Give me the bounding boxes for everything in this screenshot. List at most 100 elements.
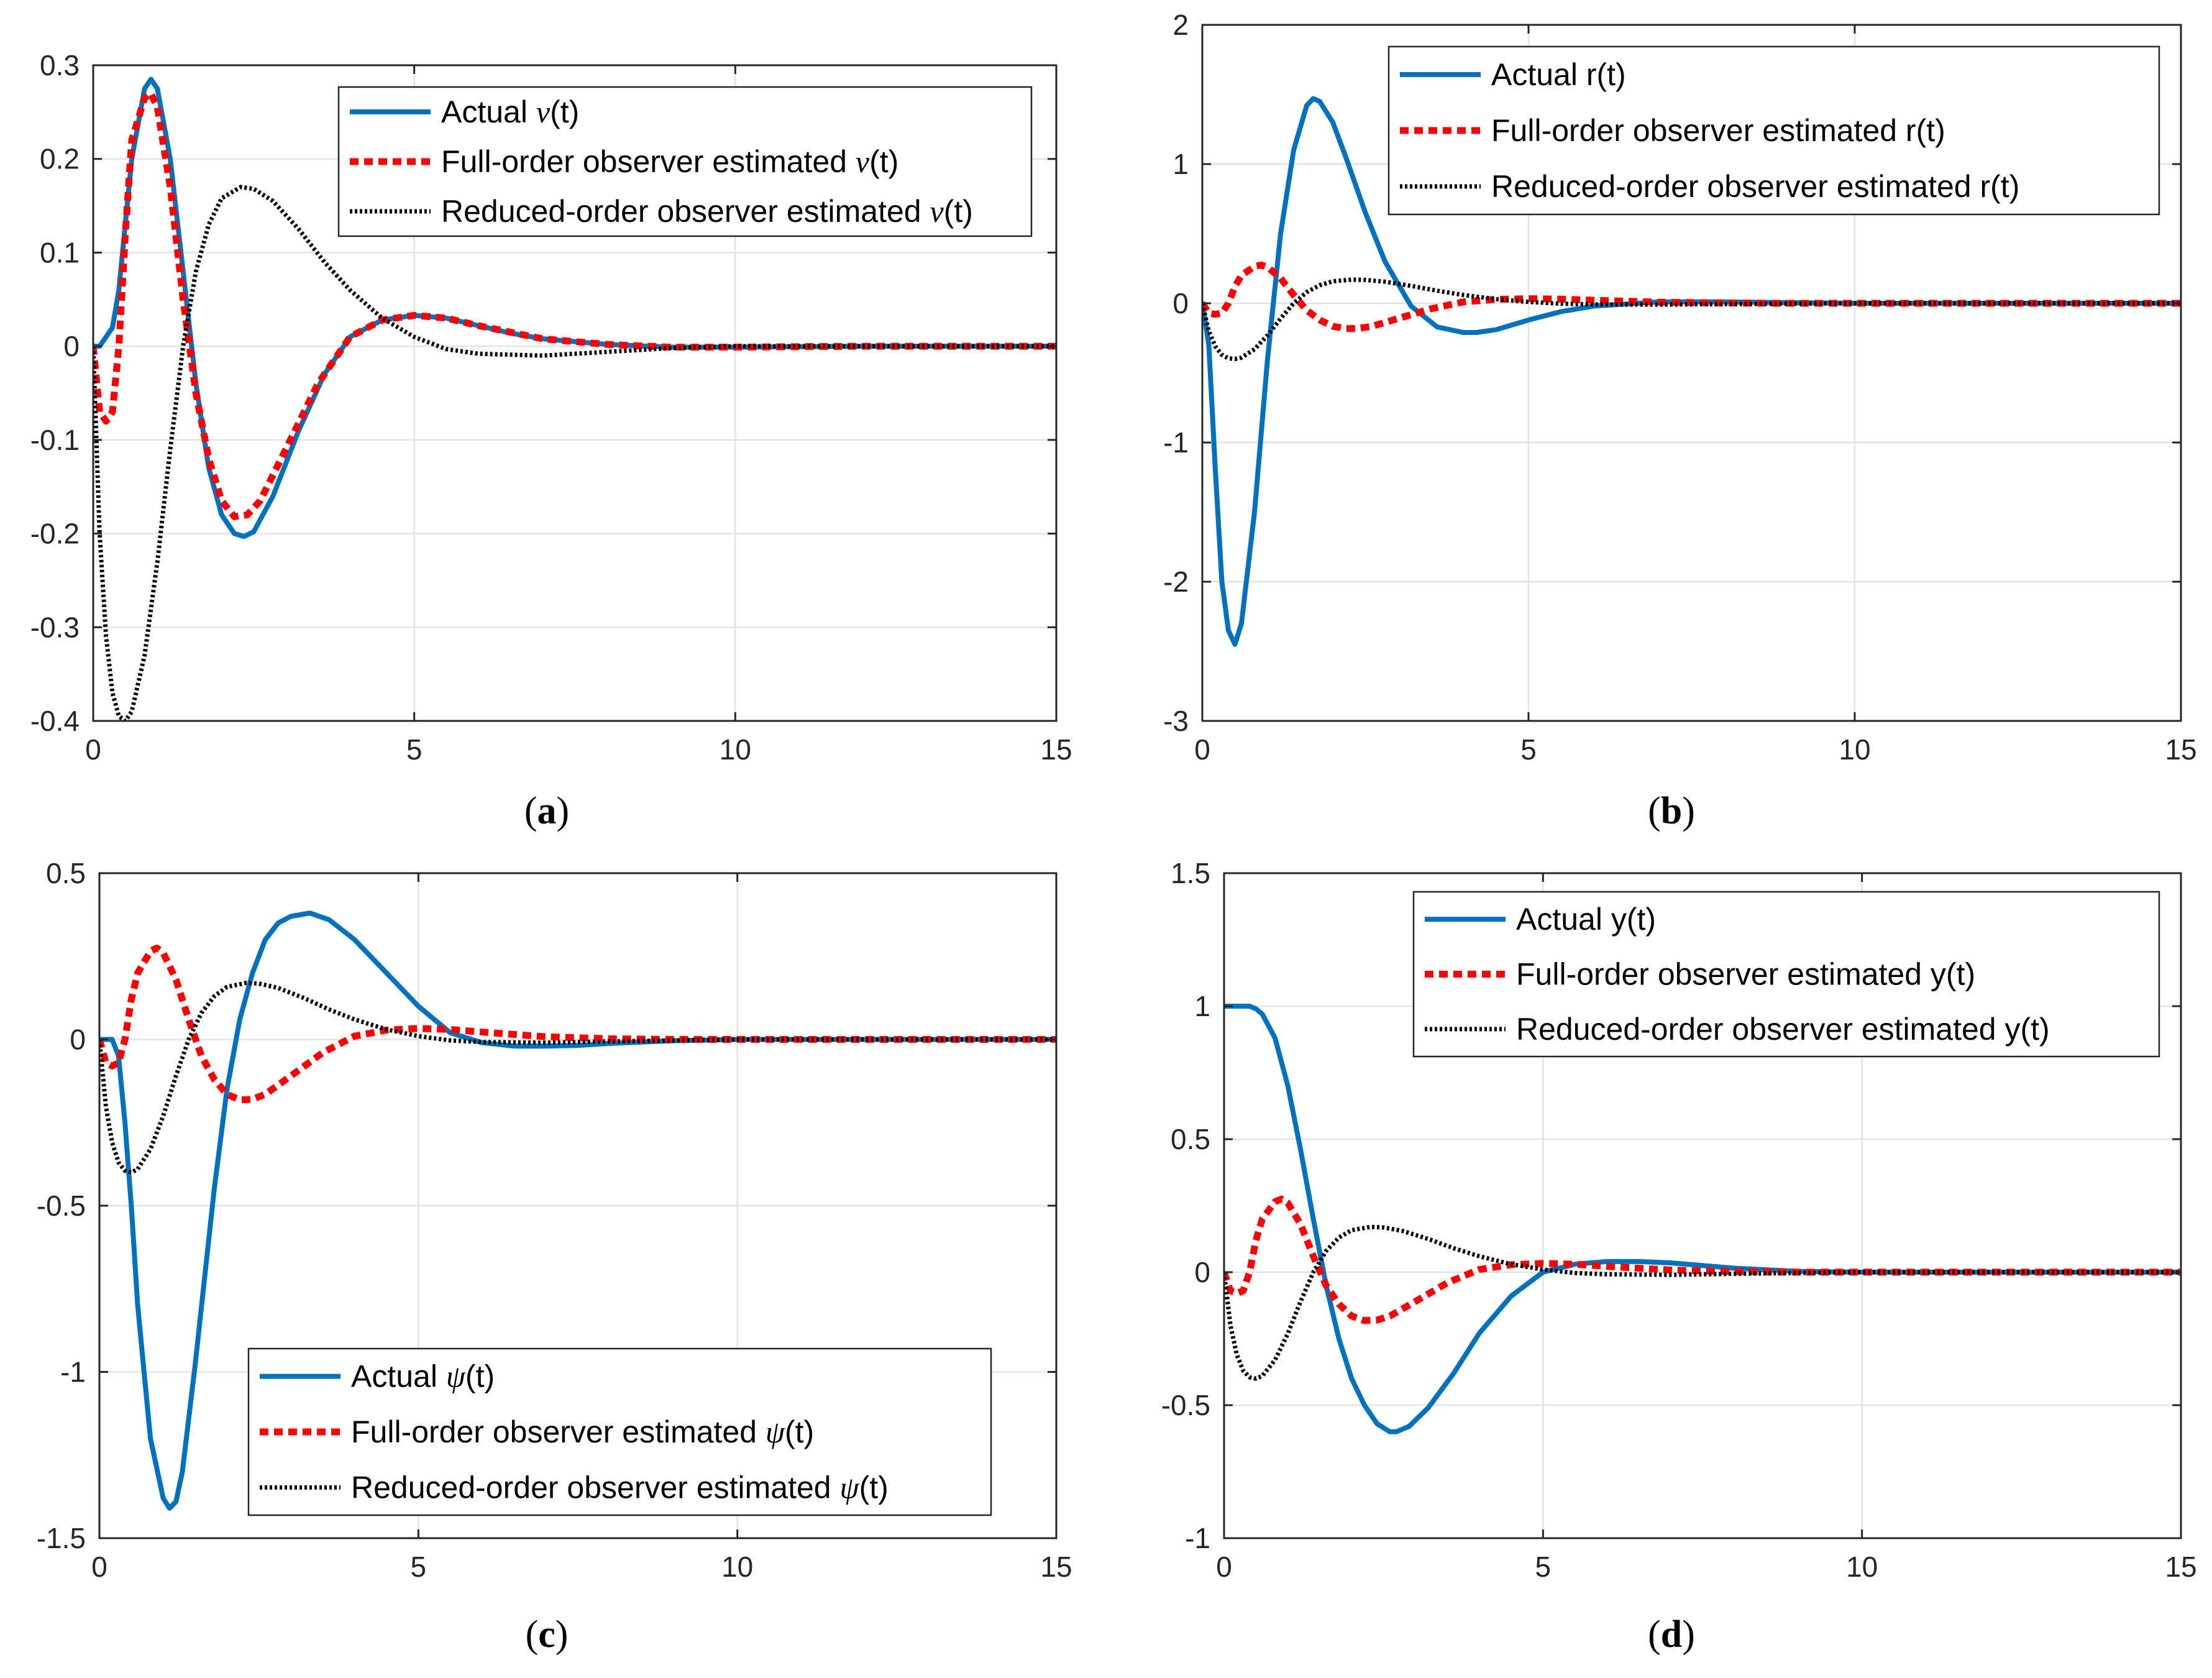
x-tick-label: 0: [85, 733, 101, 766]
legend-label-symbol: ψ: [840, 1470, 860, 1505]
legend-label-suffix: (t): [550, 94, 579, 129]
legend-label-symbol: ν: [856, 144, 870, 179]
legend-label-symbol: ψ: [766, 1414, 785, 1449]
legend-label: Actual ψ(t): [351, 1359, 495, 1394]
axes-box: [1223, 872, 2182, 1539]
x-tick-label: 10: [720, 733, 751, 766]
y-tick-label: -0.2: [30, 518, 80, 550]
x-tick-label: 5: [406, 733, 423, 766]
y-tick-label: -1: [1185, 1522, 1210, 1554]
legend-label-suffix: (t): [869, 144, 898, 179]
legend-label-prefix: Reduced-order observer estimated: [441, 194, 930, 229]
y-tick-label: 2: [1172, 9, 1189, 41]
y-tick-label: -1.5: [37, 1522, 86, 1554]
y-tick-label: -0.4: [30, 705, 80, 737]
caption-close: ): [1682, 1613, 1695, 1656]
y-tick-label: 0: [70, 1024, 86, 1056]
panel-b: 0 5 10 15 -3 -2 -1 0 1 2 Actual r(t) Full-order obs…: [1163, 9, 2196, 832]
legend-label-prefix: Full-order observer estimated: [441, 144, 856, 179]
caption-letter: d: [1661, 1613, 1682, 1656]
caption-close: ): [1682, 790, 1695, 832]
y-tick-label: 0: [1194, 1256, 1210, 1288]
caption-letter: a: [537, 790, 557, 832]
legend-label-prefix: Reduced-order observer estimated: [351, 1470, 840, 1505]
series-line-dashed: [99, 944, 1056, 1104]
y-tick-label: 1: [1194, 990, 1210, 1022]
legend-label-suffix: (t): [785, 1414, 814, 1449]
legend-box: [1387, 45, 2160, 216]
y-tick-label: -1: [1163, 426, 1189, 459]
panel-d: 0 5 10 15 -1 -0.5 0 0.5 1 1.5 Actual y(t) Full-orde…: [1161, 857, 2197, 1656]
legend-label: Actual y(t): [1516, 902, 1656, 937]
y-tick-label: 0.5: [1171, 1123, 1210, 1155]
x-tick-label: 15: [1040, 733, 1072, 766]
y-tick-label: -0.5: [1161, 1389, 1210, 1421]
series-line-solid: [1224, 1004, 2181, 1434]
legend-label-prefix: Actual: [351, 1359, 446, 1394]
legend-label-symbol: ν: [930, 194, 944, 229]
y-tick-label: -0.1: [30, 424, 80, 456]
x-tick-label: 15: [1040, 1551, 1072, 1583]
x-tick-label: 5: [411, 1551, 427, 1583]
caption-close: ): [557, 790, 570, 832]
legend-label-prefix: Reduced-order observer estimated r(t): [1491, 169, 2019, 204]
y-tick-label: 0: [1172, 287, 1189, 319]
panel-caption: (c): [526, 1613, 569, 1656]
series-group: [1202, 96, 2181, 647]
legend-label-prefix: Actual r(t): [1491, 57, 1626, 92]
y-tick-label: 1: [1172, 148, 1189, 180]
panel-caption: (d): [1648, 1613, 1695, 1656]
legend-box: [247, 1347, 992, 1516]
x-tick-label: 15: [2165, 733, 2196, 766]
x-tick-label: 5: [1520, 733, 1537, 766]
legend-label-prefix: Full-order observer estimated y(t): [1516, 957, 1975, 992]
x-tick-label: 0: [1216, 1551, 1232, 1583]
y-tick-label: 0.1: [40, 236, 80, 268]
caption-open: (: [1648, 790, 1661, 832]
legend: Actual y(t) Full-order observer estimated…: [1412, 891, 2160, 1058]
y-tick-label: 1.5: [1171, 857, 1210, 889]
legend-label-suffix: (t): [859, 1470, 889, 1505]
x-tick-label: 10: [721, 1551, 753, 1583]
axes-box: [92, 64, 1058, 722]
legend-label: Actual ν(t): [441, 94, 579, 129]
series-line-solid: [99, 910, 1056, 1511]
legend-label: Actual r(t): [1491, 57, 1626, 92]
y-tick-label: 0.5: [46, 857, 86, 889]
legend-label: Full-order observer estimated ν(t): [441, 144, 898, 179]
caption-open: (: [1648, 1613, 1661, 1656]
series-line-dashed: [93, 89, 1056, 520]
series-group: [99, 910, 1056, 1511]
y-tick-label: 0: [63, 330, 80, 362]
panel-caption: (a): [524, 790, 569, 832]
legend-label-prefix: Reduced-order observer estimated y(t): [1516, 1012, 2050, 1047]
x-tick-label: 5: [1535, 1551, 1552, 1583]
series-line-dotted: [99, 981, 1056, 1175]
x-tick-label: 10: [1846, 1551, 1878, 1583]
legend: Actual ψ(t)Full-order observer estimated…: [247, 1347, 992, 1516]
series-group: [1224, 1004, 2181, 1434]
caption-open: (: [524, 790, 537, 832]
caption-close: ): [555, 1613, 569, 1656]
legend-box: [1412, 891, 2160, 1058]
legend: Actual r(t) Full-order observer estimated…: [1387, 45, 2160, 216]
legend-label: Reduced-order observer estimated ν(t): [441, 194, 973, 229]
series-line-dotted: [1202, 277, 2181, 362]
legend-label: Full-order observer estimated ψ(t): [351, 1414, 814, 1449]
x-tick-label: 15: [2165, 1551, 2196, 1583]
legend-label-prefix: Actual y(t): [1516, 902, 1656, 937]
legend-label: Reduced-order observer estimated y(t): [1516, 1012, 2050, 1047]
legend-label: Reduced-order observer estimated r(t): [1491, 169, 2019, 204]
legend-label-prefix: Actual: [441, 94, 536, 129]
panel-a: 0 5 10 15 -0.4 -0.3 -0.2 -0.1 0 0.1 0.2 0.3 Actual ν…: [30, 49, 1072, 832]
y-tick-label: -2: [1163, 566, 1189, 598]
y-tick-label: -3: [1163, 705, 1189, 737]
axes-box: [1201, 24, 2182, 722]
caption-letter: c: [538, 1613, 555, 1656]
legend-label-prefix: Full-order observer estimated: [351, 1414, 766, 1449]
legend-label: Full-order observer estimated y(t): [1516, 957, 1975, 992]
x-tick-label: 0: [1194, 733, 1210, 766]
y-tick-label: -0.3: [30, 611, 80, 643]
panel-caption: (b): [1648, 790, 1695, 832]
